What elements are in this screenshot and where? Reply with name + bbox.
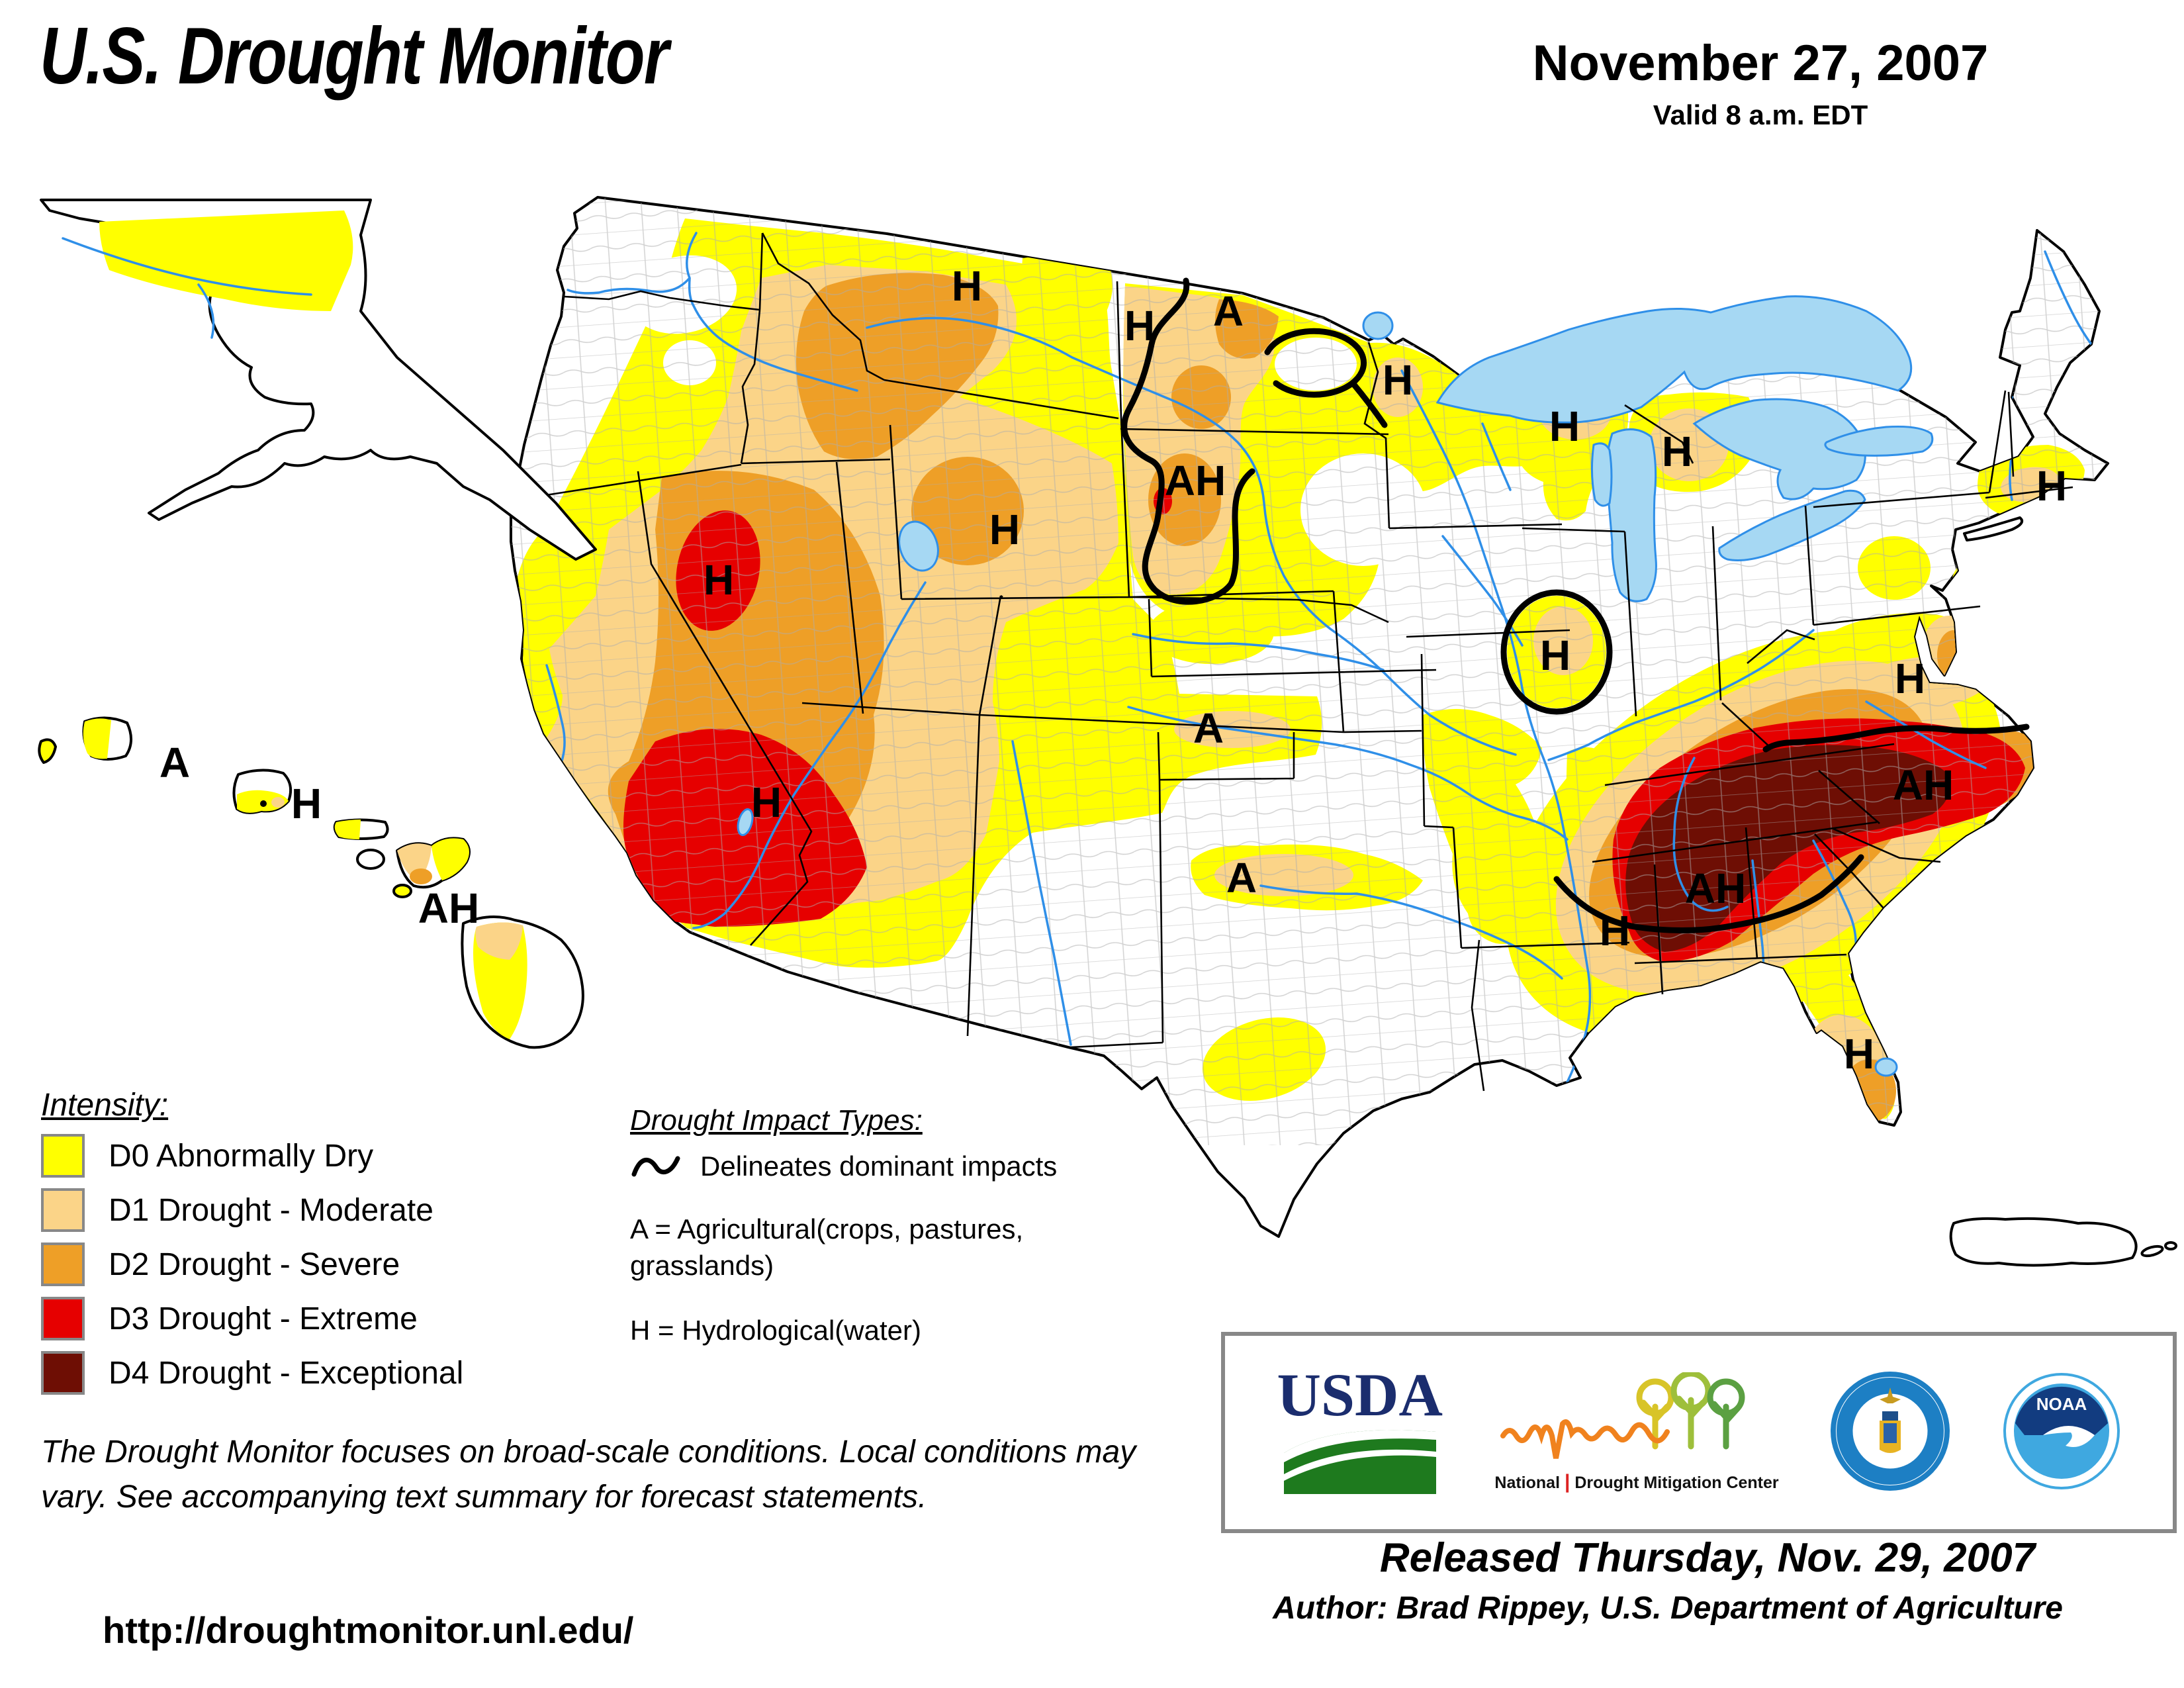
delineation-squiggle-icon	[631, 1156, 680, 1177]
map-impact-label-north-carolina: AH	[1893, 761, 1954, 809]
map-impact-label-southern-california: H	[751, 778, 782, 826]
map-impact-label-new-england: H	[2036, 462, 2067, 510]
map-impact-label-montana: H	[952, 262, 982, 310]
map-impact-label-texas-north: A	[1226, 854, 1257, 902]
impact-delineation-lines	[1121, 277, 2030, 934]
agency-logo-box: USDA National | Drought Mitigation Cente…	[1221, 1332, 2177, 1533]
page-title: U.S. Drought Monitor	[40, 11, 669, 101]
map-impact-label-mississippi-alabama: H	[1600, 907, 1630, 955]
legend-heading: Intensity:	[41, 1088, 169, 1123]
map-impact-label-michigan: H	[1662, 428, 1692, 475]
usda-field-icon	[1283, 1422, 1436, 1494]
legend-swatch-d3	[41, 1297, 85, 1340]
hydrological-label: H = Hydrological(water)	[630, 1315, 921, 1346]
doc-seal-logo	[1831, 1371, 1950, 1494]
map-impact-label-kentucky-illinois: H	[1540, 632, 1570, 679]
ndmc-text-2: Drought Mitigation Center	[1574, 1473, 1779, 1492]
map-date: November 27, 2007	[1532, 35, 1989, 91]
state-borders	[516, 232, 2073, 1092]
impact-types-legend: Drought Impact Types: Delineates dominan…	[630, 1104, 1160, 1349]
legend-item: D3 Drought - Extreme	[41, 1297, 463, 1340]
map-impact-label-north-dakota-central: A	[1213, 287, 1244, 335]
map-impact-label-minnesota: H	[1383, 356, 1413, 404]
usda-logo-text: USDA	[1277, 1361, 1443, 1429]
doc-seal-icon	[1831, 1371, 1950, 1491]
lake-of-the-woods	[1362, 311, 1394, 340]
map-impact-label-north-dakota-west: H	[1124, 302, 1155, 350]
noaa-logo-text: NOAA	[2036, 1394, 2087, 1414]
map-impact-label-nevada: H	[704, 556, 734, 604]
legend-label: D2 Drought - Severe	[109, 1246, 400, 1282]
map-impact-label-wisconsin: H	[1549, 402, 1580, 450]
legend-item: D1 Drought - Moderate	[41, 1188, 463, 1232]
map-impact-label-south-dakota: AH	[1165, 457, 1226, 504]
ndmc-text-1: National	[1494, 1473, 1561, 1492]
delineation-label: Delineates dominant impacts	[700, 1150, 1058, 1182]
noaa-circle-icon: NOAA	[2003, 1372, 2120, 1489]
rivers	[545, 232, 2093, 1084]
map-impact-label-hawaii-big-island: AH	[418, 884, 479, 932]
map-impact-label-hawaii-kauai: A	[159, 739, 190, 786]
legend-swatch-d4	[41, 1351, 85, 1395]
ndmc-logo: National | Drought Mitigation Center	[1494, 1370, 1779, 1493]
impact-heading: Drought Impact Types:	[630, 1104, 923, 1137]
salton-sea	[737, 808, 754, 836]
noaa-logo: NOAA	[2002, 1372, 2121, 1494]
map-impact-label-hawaii-oahu: H	[291, 780, 322, 827]
long-island	[1963, 516, 2023, 541]
legend-swatch-d1	[41, 1188, 85, 1232]
author-credit: Author: Brad Rippey, U.S. Department of …	[1273, 1591, 2063, 1626]
lake-okeechobee	[1874, 1057, 1898, 1077]
hawaii-inset	[38, 716, 584, 1049]
map-impact-label-georgia-alabama: AH	[1685, 865, 1746, 912]
disclaimer-text: The Drought Monitor focuses on broad-sca…	[41, 1434, 1136, 1515]
map-impact-label-virginia: H	[1895, 655, 1925, 702]
great-salt-lake	[898, 520, 939, 572]
legend-swatch-d0	[41, 1134, 85, 1178]
legend-item: D4 Drought - Exceptional	[41, 1351, 463, 1395]
alaska-inset	[40, 199, 597, 561]
drought-monitor-url[interactable]: http://droughtmonitor.unl.edu/	[103, 1609, 634, 1651]
legend-label: D1 Drought - Moderate	[109, 1192, 433, 1228]
legend-item: D2 Drought - Severe	[41, 1243, 463, 1286]
great-lakes	[737, 295, 1934, 1077]
agricultural-label: A = Agricultural(crops, pastures, grassl…	[630, 1213, 1024, 1281]
legend-items: D0 Abnormally Dry D1 Drought - Moderate D2…	[41, 1134, 463, 1395]
map-impact-label-florida: H	[1844, 1030, 1874, 1078]
legend-label: D3 Drought - Extreme	[109, 1301, 418, 1336]
puerto-rico-inset	[1949, 1217, 2177, 1267]
usda-logo: USDA	[1277, 1361, 1443, 1497]
legend-label: D0 Abnormally Dry	[109, 1138, 374, 1174]
legend-item: D0 Abnormally Dry	[41, 1134, 463, 1178]
ndmc-trees-icon	[1500, 1370, 1745, 1459]
legend-label: D4 Drought - Exceptional	[109, 1355, 464, 1391]
released-date: Released Thursday, Nov. 29, 2007	[1379, 1535, 2036, 1581]
valid-time: Valid 8 a.m. EDT	[1653, 99, 1868, 130]
intensity-legend: Intensity: D0 Abnormally Dry D1 Drought -…	[41, 1087, 463, 1395]
map-impact-label-colorado-kansas: A	[1193, 704, 1224, 752]
map-impact-label-wyoming: H	[989, 506, 1020, 553]
legend-swatch-d2	[41, 1243, 85, 1286]
